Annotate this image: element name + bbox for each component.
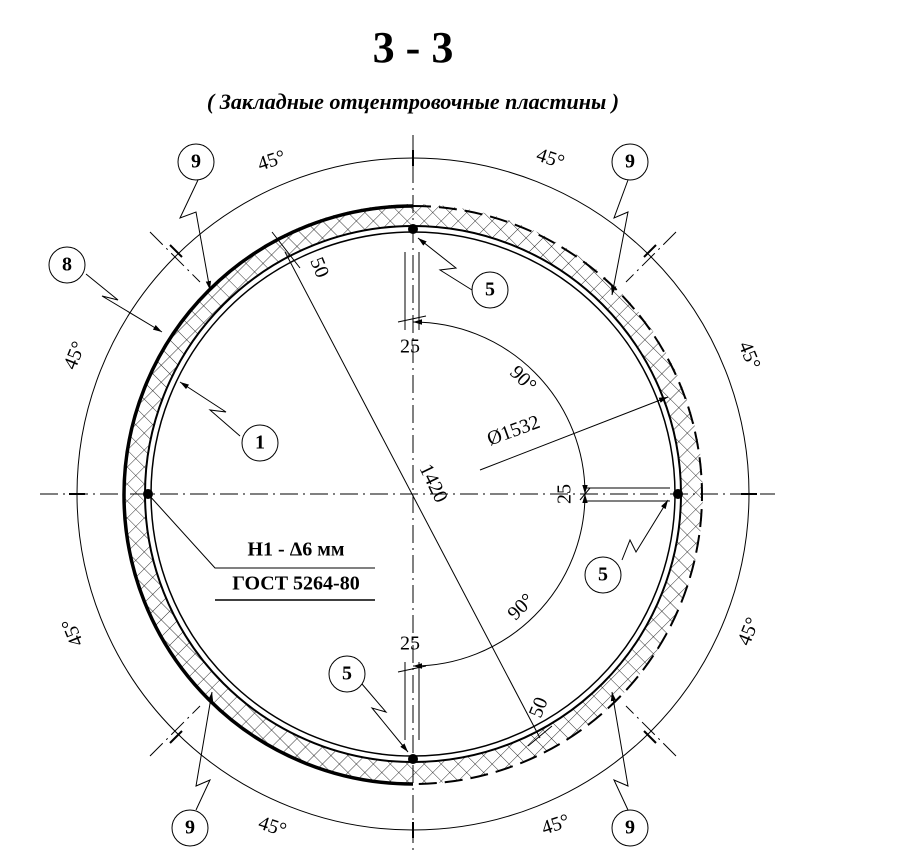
- axis-45: [626, 706, 676, 756]
- title: 3 - 3: [373, 23, 454, 72]
- angle-label: 45°: [733, 614, 764, 648]
- angle-label: 45°: [539, 810, 572, 840]
- dim-label: 25: [554, 484, 576, 504]
- callout: 9: [185, 817, 195, 839]
- angle-label: 90°: [505, 361, 540, 396]
- callout: 1: [255, 432, 265, 454]
- weld-standard: ГОСТ 5264-80: [232, 573, 359, 595]
- dim-label: 1420: [415, 461, 452, 507]
- dim-label: 25: [400, 336, 420, 358]
- angle-label: 90°: [503, 589, 538, 624]
- weld-symbol: Н1 - Δ6 мм: [247, 539, 344, 561]
- callout: 5: [485, 279, 495, 301]
- axis-45: [626, 232, 676, 282]
- angle-label: 45°: [534, 144, 567, 174]
- axis-45: [150, 232, 200, 282]
- dim-label: Ø1532: [484, 411, 543, 450]
- callout: 9: [625, 151, 635, 173]
- callout: 5: [598, 564, 608, 586]
- callout: 8: [62, 254, 72, 276]
- angle-label: 45°: [734, 338, 765, 372]
- shell: [124, 206, 413, 784]
- angle-label: 45°: [57, 615, 88, 649]
- callout: 9: [625, 817, 635, 839]
- callout: 9: [191, 151, 201, 173]
- callout: 5: [342, 663, 352, 685]
- dim-label: 25: [400, 633, 420, 655]
- drawing: 3 - 3 ( Закладные отцентровочные пластин…: [0, 0, 900, 860]
- dim-label: 50: [305, 254, 333, 281]
- dim-90: [413, 494, 585, 666]
- axis-45: [150, 706, 200, 756]
- angle-label: 45°: [255, 146, 288, 176]
- angle-label: 45°: [256, 812, 289, 842]
- subtitle: ( Закладные отцентровочные пластины ): [207, 89, 619, 114]
- angle-label: 45°: [59, 338, 90, 372]
